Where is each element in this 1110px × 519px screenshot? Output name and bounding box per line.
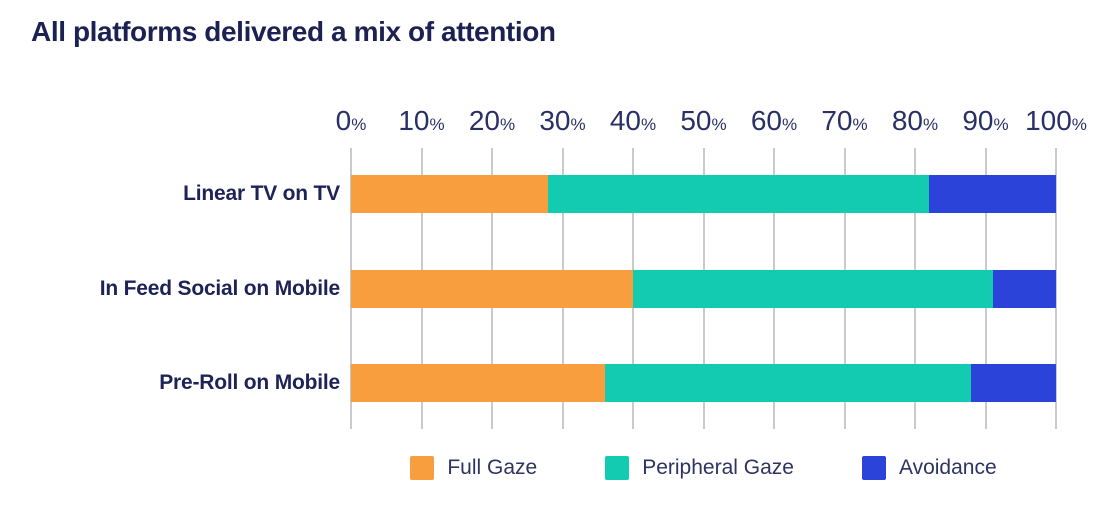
bar-segment-full-gaze [351,364,605,402]
x-tick-label-30: 30% [539,105,585,141]
bar-segment-full-gaze [351,175,549,213]
bar-segment-peripheral-gaze [604,364,972,402]
tick-number: 20 [468,105,501,136]
tick-number: 100 [1025,105,1072,136]
bar-segment-full-gaze [351,270,633,308]
bar-segment-avoidance [929,175,1056,213]
category-label-linear-tv-on-tv: Linear TV on TV [183,182,340,205]
tick-percent-suffix: % [641,115,657,134]
bar-row-in-feed-social-on-mobile [351,270,1056,308]
bar-segment-avoidance [971,364,1056,402]
x-tick-label-80: 80% [892,105,938,141]
category-label-in-feed-social-on-mobile: In Feed Social on Mobile [99,277,340,300]
x-tick-label-90: 90% [962,105,1008,141]
x-tick-label-20: 20% [469,105,515,141]
x-tick-label-100: 100% [1025,105,1087,141]
tick-number: 10 [398,105,430,136]
tick-percent-suffix: % [500,115,516,134]
x-tick-label-40: 40% [610,105,656,141]
legend-swatch-avoidance [861,456,886,480]
tick-percent-suffix: % [429,115,445,134]
tick-number: 60 [750,105,783,136]
tick-percent-suffix: % [993,115,1009,134]
legend-label: Peripheral Gaze [642,456,794,479]
tick-number: 70 [821,105,853,136]
tick-number: 30 [539,105,571,136]
tick-percent-suffix: % [351,115,367,134]
tick-percent-suffix: % [782,115,798,134]
legend-label: Avoidance [898,456,997,479]
bar-segment-peripheral-gaze [633,270,993,308]
tick-number: 80 [891,105,924,136]
legend-swatch-full-gaze [410,456,435,480]
legend: Full Gaze Peripheral Gaze Avoidance [351,456,1056,480]
tick-percent-suffix: % [711,115,727,134]
x-tick-label-10: 10% [398,105,444,141]
x-tick-label-60: 60% [751,105,797,141]
category-label-pre-roll-on-mobile: Pre-Roll on Mobile [159,371,340,394]
tick-percent-suffix: % [1071,115,1087,134]
legend-swatch-peripheral-gaze [605,456,630,480]
bar-row-linear-tv-on-tv [351,175,1056,213]
tick-number: 0 [335,105,352,136]
legend-item-full-gaze: Full Gaze [410,456,537,480]
tick-number: 40 [609,105,642,136]
bar-row-pre-roll-on-mobile [351,364,1056,402]
x-tick-label-50: 50% [680,105,726,141]
tick-number: 50 [680,105,712,136]
legend-label: Full Gaze [447,456,538,479]
gridline-100 [1055,148,1057,429]
tick-percent-suffix: % [923,115,939,134]
x-tick-label-0: 0% [336,105,367,141]
tick-number: 90 [962,105,994,136]
bar-segment-avoidance [992,270,1056,308]
tick-percent-suffix: % [570,115,586,134]
chart-title: All platforms delivered a mix of attenti… [31,16,556,47]
category-labels: Linear TV on TV In Feed Social on Mobile P… [0,0,340,519]
tick-percent-suffix: % [852,115,868,134]
bar-segment-peripheral-gaze [548,175,930,213]
legend-item-avoidance: Avoidance [861,456,997,480]
plot-area: 0% 10% 20% 30% 40% 50% 60% 70% 80% 90% 100% [336,0,1087,519]
legend-item-peripheral-gaze: Peripheral Gaze [605,456,794,480]
x-tick-label-70: 70% [821,105,867,141]
